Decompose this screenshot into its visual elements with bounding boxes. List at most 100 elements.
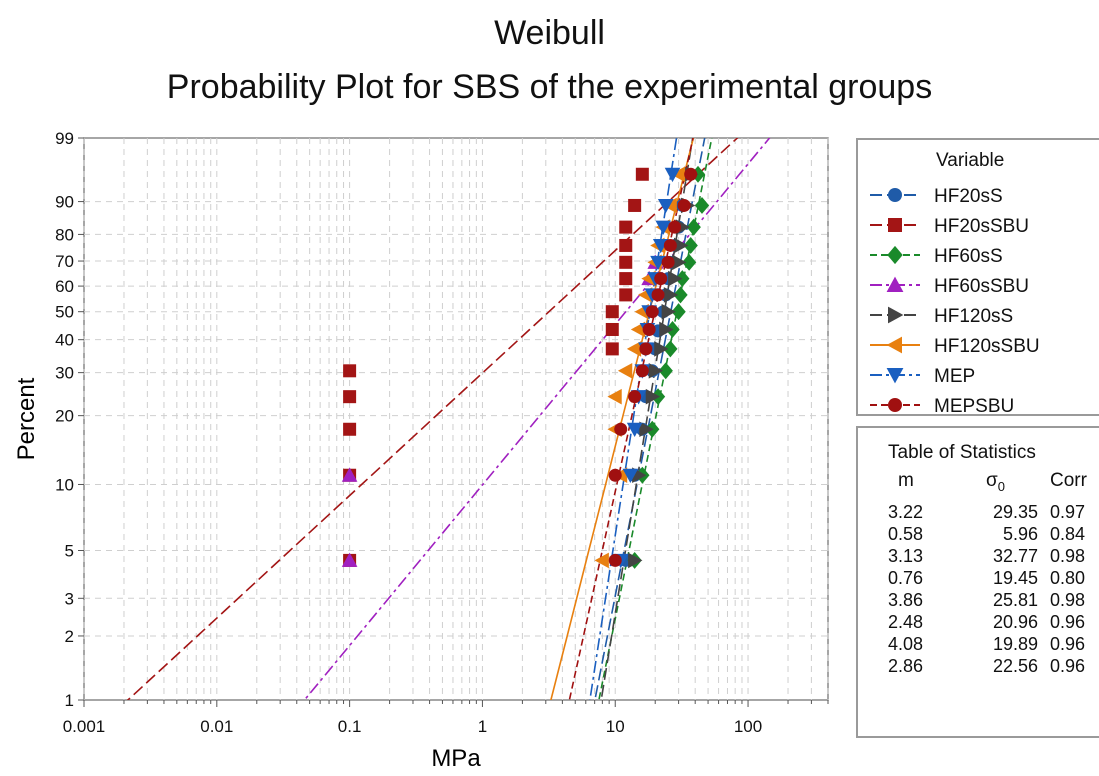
y-tick-label: 30: [55, 364, 74, 383]
stat-corr: 0.98: [1050, 546, 1086, 566]
data-point-HF20sSBU: [605, 322, 619, 336]
stat-sigma0: 22.56: [992, 656, 1038, 676]
legend-marker: [886, 336, 902, 354]
stat-m: 0.76: [888, 568, 924, 588]
legend-marker: [888, 306, 904, 324]
data-points: [341, 165, 710, 569]
statistics-row: 0.76 19.45 0.80: [858, 568, 1099, 590]
data-point-HF120sS: [663, 287, 679, 303]
data-point-HF20sSBU: [343, 390, 357, 404]
data-point-MEPSBU: [645, 305, 659, 319]
x-tick-label: 0.01: [200, 717, 233, 736]
data-point-HF120sS: [659, 321, 674, 338]
col-m: m: [898, 470, 914, 491]
data-point-MEPSBU: [608, 553, 622, 567]
data-point-MEPSBU: [608, 468, 622, 482]
x-axis-label: MPa: [431, 745, 481, 772]
y-tick-label: 2: [65, 627, 74, 646]
data-point-MEPSBU: [639, 342, 653, 356]
statistics-row: 3.13 32.77 0.98: [858, 546, 1099, 568]
legend-label: HF60sSBU: [934, 276, 1029, 297]
statistics-title: Table of Statistics: [888, 442, 1036, 463]
data-point-HF120sSBU: [594, 552, 609, 569]
data-point-HF120sSBU: [617, 363, 633, 379]
data-point-HF120sS: [648, 363, 664, 379]
data-point-HF120sSBU: [626, 341, 642, 357]
legend-label: HF60sS: [934, 246, 1003, 267]
data-point-HF120sS: [639, 421, 654, 438]
stat-corr: 0.96: [1050, 634, 1086, 654]
stat-m: 2.86: [888, 656, 924, 676]
data-point-HF20sSBU: [635, 167, 649, 181]
stat-corr: 0.97: [1050, 502, 1086, 522]
data-point-HF60sSBU: [341, 467, 358, 482]
data-point-HF60sS: [673, 286, 688, 304]
data-point-MEP: [657, 198, 674, 214]
stat-m: 3.13: [888, 546, 924, 566]
grid-lines: [83, 138, 829, 700]
data-point-HF20sSBU: [619, 255, 633, 269]
stat-corr: 0.96: [1050, 612, 1086, 632]
fit-line-HF60sSBU: [303, 138, 771, 700]
data-point-HF120sS: [673, 237, 689, 254]
legend-marker: [886, 276, 904, 292]
data-point-MEPSBU: [663, 238, 677, 252]
data-point-HF120sS: [672, 254, 687, 271]
col-corr: Corr: [1050, 470, 1087, 491]
legend-marker: [886, 368, 904, 384]
legend-label: HF20sSBU: [934, 216, 1029, 237]
data-point-MEPSBU: [614, 422, 628, 436]
y-tick-label: 60: [55, 277, 74, 296]
data-point-HF20sSBU: [605, 305, 619, 319]
y-tick-label: 3: [65, 589, 74, 608]
legend-label: MEPSBU: [934, 396, 1014, 417]
statistics-row: 3.86 25.81 0.98: [858, 590, 1099, 612]
data-point-HF20sSBU: [619, 272, 633, 286]
col-sigma-subscript: 0: [997, 478, 1005, 494]
y-tick-label: 20: [55, 407, 74, 426]
data-point-HF20sSBU: [628, 198, 642, 212]
legend-label: MEP: [934, 366, 975, 387]
x-tick-label: 0.001: [63, 717, 106, 736]
stat-m: 4.08: [888, 634, 924, 654]
data-point-MEPSBU: [677, 198, 691, 212]
data-point-HF60sS: [671, 303, 686, 321]
y-tick-label: 99: [55, 129, 74, 148]
statistics-table: Table of Statistics m σ0 Corr 3.22 29.35 0…: [856, 426, 1099, 738]
stat-sigma0: 32.77: [992, 546, 1038, 566]
data-point-HF60sS: [686, 218, 701, 236]
statistics-row: 4.08 19.89 0.96: [858, 634, 1099, 656]
data-point-MEP: [664, 167, 681, 183]
plot-area: [83, 137, 829, 701]
stat-sigma0: 19.45: [992, 568, 1038, 588]
fit-line-HF60sS: [598, 138, 713, 700]
data-point-HF60sS: [683, 237, 698, 254]
data-point-HF120sS: [654, 341, 669, 357]
stat-corr: 0.98: [1050, 590, 1086, 610]
stat-sigma0: 29.35: [992, 502, 1038, 522]
data-point-HF20sSBU: [343, 364, 357, 378]
legend-title: Variable: [936, 150, 1005, 171]
data-point-HF120sS: [668, 270, 683, 287]
stat-corr: 0.80: [1050, 568, 1086, 588]
stat-m: 2.48: [888, 612, 924, 632]
stat-m: 3.22: [888, 502, 924, 522]
data-point-MEPSBU: [661, 255, 675, 269]
legend-entries: HF20sS HF20sSBU HF60sS HF60sSBU HF120sS HF120…: [870, 186, 1040, 417]
data-point-HF20sSBU: [619, 220, 633, 234]
data-point-MEPSBU: [635, 364, 649, 378]
data-point-HF20sSBU: [605, 342, 619, 356]
legend-label: HF120sSBU: [934, 336, 1040, 357]
stat-corr: 0.96: [1050, 656, 1086, 676]
chart-title: Weibull: [494, 14, 605, 52]
y-tick-label: 10: [55, 475, 74, 494]
stat-sigma0: 20.96: [992, 612, 1038, 632]
y-tick-label: 70: [55, 252, 74, 271]
stat-sigma0: 25.81: [992, 590, 1038, 610]
stat-m: 0.58: [888, 524, 924, 544]
data-point-MEP: [622, 468, 639, 484]
data-point-MEPSBU: [654, 272, 668, 286]
legend-label: HF120sS: [934, 306, 1013, 327]
data-point-HF120sSBU: [607, 388, 622, 405]
